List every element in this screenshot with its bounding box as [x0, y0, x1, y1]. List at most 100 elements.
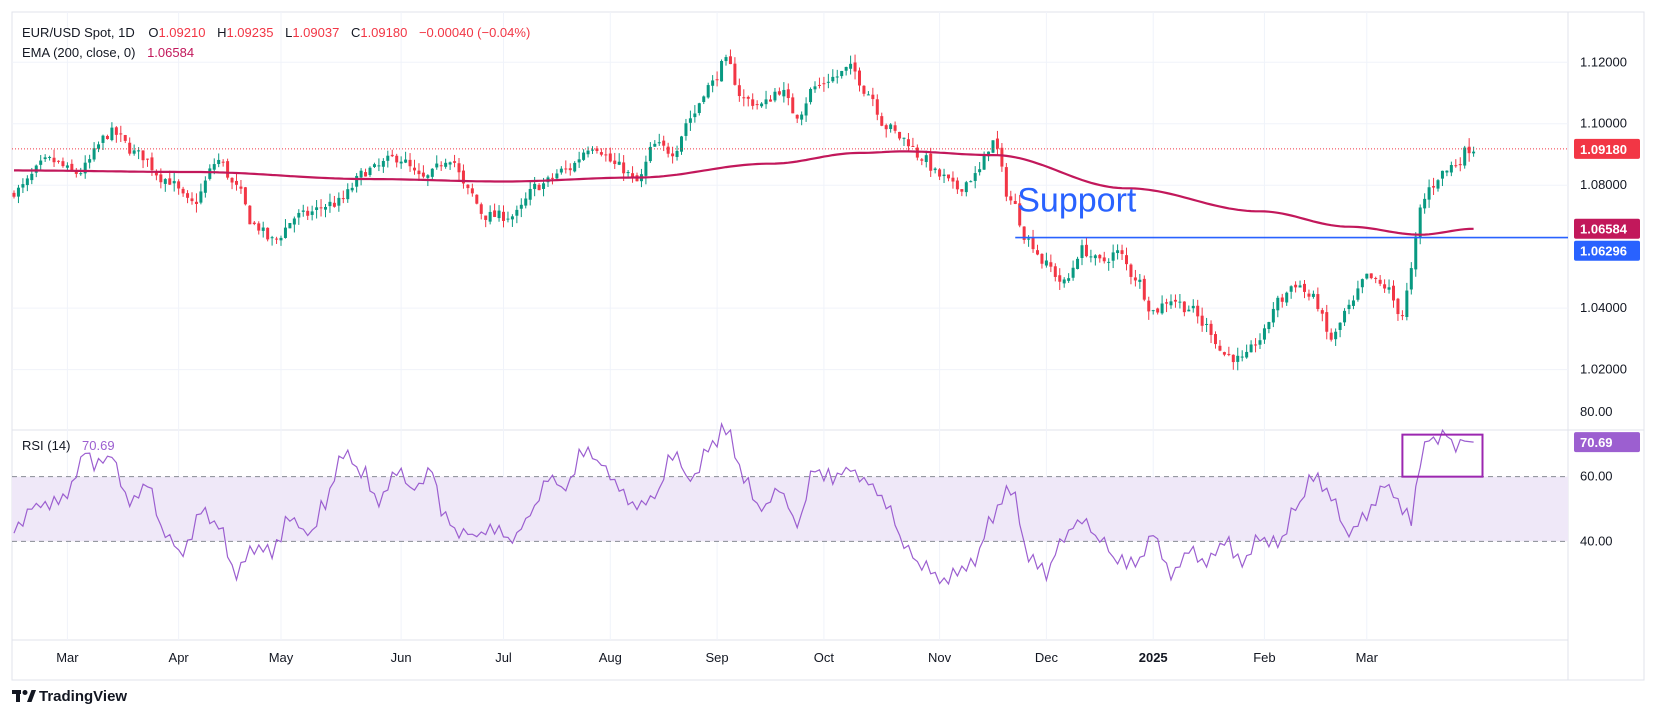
candle: [537, 183, 541, 191]
candle: [386, 150, 390, 168]
candle: [1347, 299, 1351, 315]
close-label: C: [351, 25, 360, 40]
candle: [995, 130, 999, 156]
candle: [1387, 279, 1391, 294]
candle: [1294, 281, 1298, 293]
rsi-value-tag: 70.69: [1574, 432, 1640, 453]
candle: [1160, 295, 1164, 315]
candle: [430, 168, 434, 180]
candle: [186, 190, 190, 204]
rsi-legend: RSI (14) 70.69: [22, 438, 115, 453]
candle: [720, 59, 724, 82]
candle: [844, 66, 848, 76]
candle: [88, 154, 92, 169]
candle: [1472, 146, 1476, 157]
time-tick-label: Jun: [391, 650, 412, 665]
candle: [550, 173, 554, 185]
candle: [1249, 340, 1253, 353]
candle: [119, 125, 123, 143]
candle: [920, 157, 924, 166]
candle: [1076, 256, 1080, 270]
candle: [884, 123, 888, 138]
candle: [1218, 340, 1222, 352]
candle: [1396, 297, 1400, 321]
candle: [21, 178, 25, 194]
candle: [1022, 226, 1026, 244]
candle: [1392, 280, 1395, 308]
candle: [301, 204, 305, 217]
candle: [586, 146, 590, 158]
candle: [1013, 193, 1017, 205]
candle: [1129, 263, 1133, 285]
candle: [693, 105, 697, 123]
candle: [1258, 333, 1262, 349]
candle: [328, 193, 332, 213]
tradingview-logo[interactable]: TradingView: [12, 688, 127, 705]
tradingview-logo-text: TradingView: [39, 688, 127, 705]
time-tick-label: 2025: [1139, 650, 1168, 665]
candle: [319, 199, 323, 217]
candle: [657, 133, 661, 146]
candle: [1289, 285, 1293, 299]
candle: [439, 161, 443, 171]
candle: [146, 158, 149, 167]
candle: [1280, 293, 1284, 308]
candle: [715, 71, 719, 87]
candle: [1445, 170, 1449, 177]
candle: [826, 73, 830, 89]
candle: [1245, 344, 1249, 359]
candle: [1316, 287, 1320, 312]
low-value: 1.09037: [292, 25, 339, 40]
overlay-layer: Support: [12, 148, 1568, 239]
time-tick-label: Feb: [1253, 650, 1275, 665]
candle: [1156, 307, 1160, 315]
candle: [404, 151, 408, 164]
candle: [1062, 277, 1066, 288]
candle: [573, 161, 577, 173]
candle: [261, 221, 265, 238]
candle: [1449, 161, 1453, 177]
candle: [746, 95, 750, 107]
candle: [711, 75, 715, 93]
candle: [1298, 280, 1302, 288]
candle: [1369, 273, 1373, 280]
candle: [1107, 258, 1111, 271]
candle: [1222, 351, 1226, 357]
candle: [1067, 273, 1071, 283]
candle: [275, 236, 279, 244]
svg-text:1.06296: 1.06296: [1580, 244, 1627, 259]
candle: [1187, 305, 1191, 312]
candle: [1378, 275, 1382, 287]
candle: [631, 166, 635, 183]
candle: [57, 160, 60, 164]
candle: [795, 114, 799, 124]
candle: [1405, 282, 1409, 321]
candle: [906, 132, 910, 153]
candle: [617, 153, 621, 166]
candle: [1165, 298, 1169, 313]
candle: [221, 159, 225, 167]
candle: [315, 200, 319, 219]
candle: [453, 154, 457, 168]
candle: [524, 192, 528, 209]
candle: [123, 134, 127, 144]
candle: [114, 126, 118, 143]
rsi-highlight-box[interactable]: [1401, 433, 1484, 478]
candle: [128, 137, 132, 156]
candle: [1178, 293, 1182, 309]
candle: [413, 159, 416, 175]
candle: [564, 160, 568, 174]
candle: [493, 203, 497, 218]
candle: [728, 49, 732, 65]
candle: [831, 69, 835, 83]
candle: [466, 184, 470, 195]
rsi-band: [12, 476, 1568, 542]
candle: [1169, 294, 1173, 309]
candle: [1058, 268, 1062, 290]
candle: [1071, 260, 1075, 281]
candle: [39, 155, 43, 170]
candle: [751, 93, 755, 110]
candle: [1227, 346, 1231, 357]
